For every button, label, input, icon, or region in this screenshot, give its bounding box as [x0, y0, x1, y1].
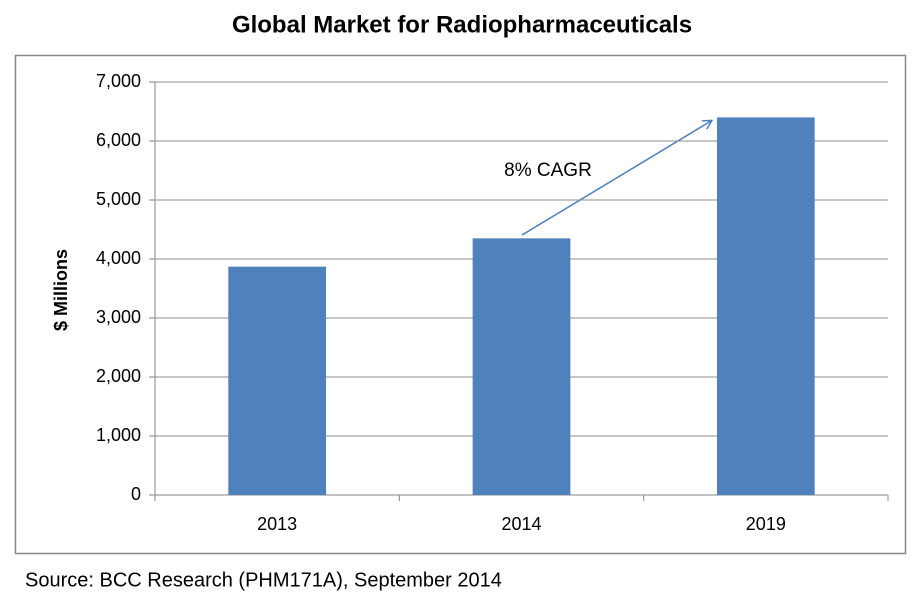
cagr-arrow	[521, 121, 711, 236]
annotation: 8% CAGR	[504, 160, 592, 181]
x-tick-label: 2014	[501, 514, 541, 534]
y-tick-label: 3,000	[96, 307, 141, 327]
y-tick-label: 7,000	[96, 71, 141, 91]
y-tick-label: 4,000	[96, 248, 141, 268]
x-tick-label: 2013	[257, 514, 297, 534]
y-tick-label: 1,000	[96, 425, 141, 445]
bar	[472, 238, 571, 495]
y-tick-label: 0	[131, 484, 141, 504]
y-tick-label: 5,000	[96, 189, 141, 209]
x-tick-label: 2019	[746, 514, 786, 534]
bar	[228, 266, 327, 495]
y-tick-label: 6,000	[96, 130, 141, 150]
y-axis-label: $ Millions	[51, 249, 71, 331]
y-tick-label: 2,000	[96, 366, 141, 386]
chart-frame	[14, 54, 907, 555]
chart-title: Global Market for Radiopharmaceuticals	[232, 11, 692, 38]
source-note: Source: BCC Research (PHM171A), Septembe…	[25, 569, 502, 591]
bar	[716, 117, 815, 496]
